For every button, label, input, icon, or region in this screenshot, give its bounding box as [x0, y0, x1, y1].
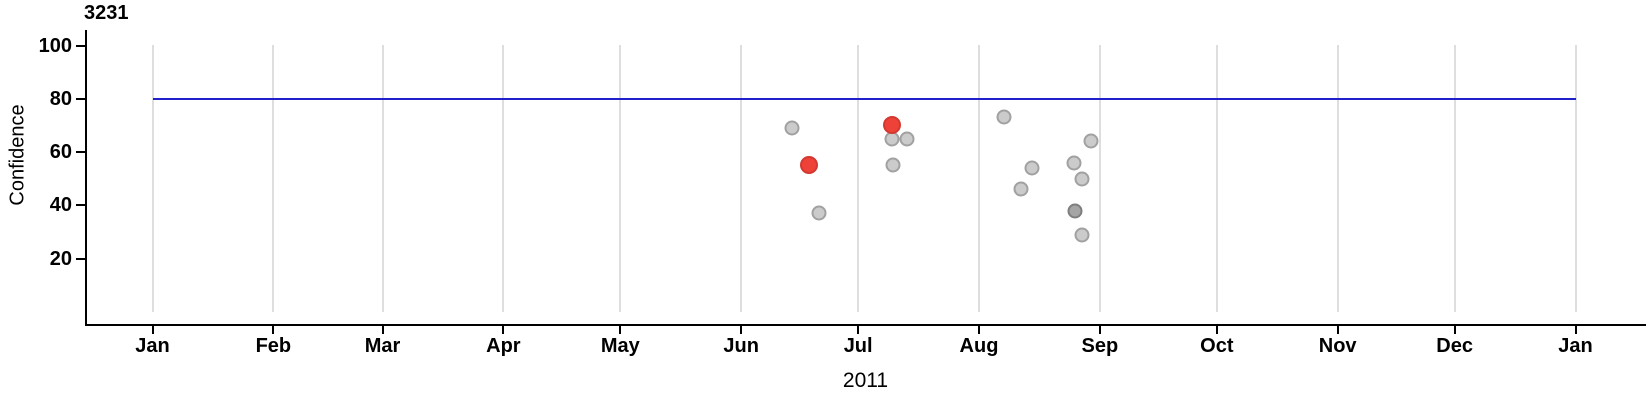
x-tick-mark [502, 326, 505, 334]
month-gridline [1336, 45, 1339, 312]
y-tick-mark [76, 151, 86, 153]
reference-line [152, 97, 1576, 100]
x-tick-label: Dec [1436, 335, 1473, 357]
x-tick-label: Aug [959, 335, 999, 357]
data-point [1083, 133, 1098, 149]
chart-title: 3231 [84, 2, 129, 24]
month-gridline [1574, 45, 1577, 312]
data-point [1013, 181, 1029, 197]
y-tick-label: 40 [49, 194, 72, 217]
x-tick-label: Oct [1200, 335, 1234, 357]
x-tick-label: Jan [135, 335, 170, 357]
x-tick-label: Mar [364, 335, 401, 357]
x-tick-mark [1336, 326, 1339, 334]
month-gridline [151, 45, 154, 312]
data-point [996, 109, 1012, 125]
x-tick-label: Apr [486, 335, 521, 357]
month-gridline [619, 45, 622, 312]
y-axis-line [85, 30, 87, 326]
month-gridline [1215, 45, 1218, 312]
month-gridline [857, 45, 860, 312]
data-point [1074, 227, 1090, 243]
y-tick-label: 20 [49, 247, 72, 270]
data-point [784, 120, 800, 136]
x-tick-label: Jun [723, 335, 759, 357]
month-gridline [502, 45, 505, 312]
y-tick-label: 80 [49, 87, 72, 110]
y-tick-mark [76, 204, 86, 207]
x-tick-mark [857, 326, 860, 334]
x-axis-line [85, 324, 1646, 326]
data-point [811, 205, 827, 221]
data-point [1074, 171, 1090, 187]
data-point [1066, 155, 1082, 171]
x-tick-mark [978, 326, 980, 334]
month-gridline [381, 45, 384, 312]
x-tick-mark [151, 326, 154, 334]
x-tick-mark [381, 326, 384, 334]
y-tick-label: 60 [49, 141, 72, 163]
x-tick-mark [740, 326, 743, 334]
month-gridline [978, 45, 980, 312]
y-tick-mark [76, 97, 86, 100]
y-tick-label: 100 [38, 34, 72, 57]
x-tick-mark [1453, 326, 1456, 334]
x-tick-mark [1574, 326, 1577, 334]
x-tick-label: Jan [1558, 335, 1593, 357]
month-gridline [1453, 45, 1456, 312]
y-tick-mark [76, 257, 86, 260]
x-tick-mark [619, 326, 622, 334]
highlighted-data-point [883, 116, 902, 135]
highlighted-data-point [800, 156, 819, 175]
x-tick-label: May [600, 335, 640, 357]
x-tick-label: Sep [1081, 335, 1119, 357]
data-point [1067, 203, 1083, 219]
x-tick-mark [1098, 326, 1101, 334]
x-tick-mark [272, 326, 275, 334]
x-tick-label: Nov [1318, 335, 1357, 357]
x-axis-title: 2011 [842, 369, 889, 392]
month-gridline [740, 45, 743, 312]
x-tick-label: Jul [843, 335, 873, 357]
month-gridline [1098, 45, 1101, 312]
y-tick-mark [76, 44, 86, 47]
data-point [899, 131, 915, 147]
x-tick-label: Feb [255, 335, 292, 357]
data-point [1024, 160, 1040, 176]
x-tick-mark [1215, 326, 1218, 334]
data-point [885, 157, 901, 173]
month-gridline [272, 45, 275, 312]
